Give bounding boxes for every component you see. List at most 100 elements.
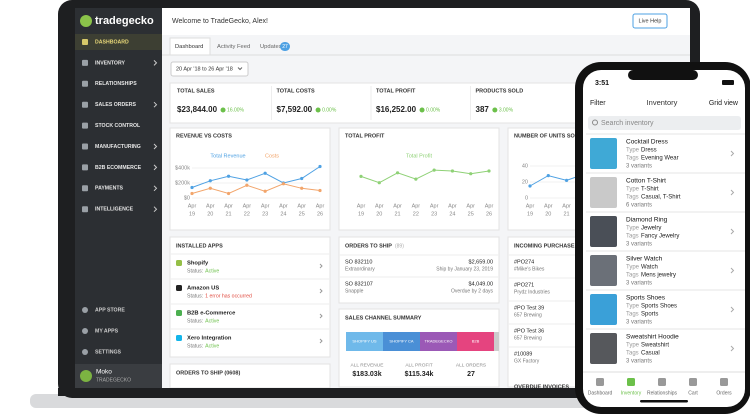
x-tick-month: Apr (357, 203, 366, 209)
menu-item[interactable]: SETTINGS (95, 349, 121, 355)
data-point (263, 171, 267, 175)
type-label: Type (626, 304, 640, 310)
menu-chevron (153, 185, 158, 192)
help-button[interactable] (632, 13, 668, 29)
tab-label[interactable]: Relationships (647, 390, 678, 396)
panel-title: OVERDUE INVOICES (514, 384, 569, 390)
x-tick-month: Apr (448, 203, 457, 209)
menu-icon (82, 122, 88, 129)
data-point (245, 178, 249, 182)
app-name[interactable]: Shopify (187, 261, 209, 267)
x-tick-day: 25 (299, 211, 305, 217)
app-icon (176, 310, 182, 316)
phone-screen (583, 70, 745, 407)
row-chevron (319, 338, 323, 344)
tab-label[interactable]: Cart (688, 390, 698, 396)
menu-item[interactable]: APP STORE (95, 307, 125, 313)
menu-chevron (153, 206, 158, 213)
tab[interactable]: Activity Feed (217, 44, 250, 50)
product-image (590, 333, 617, 364)
product-tags: Evening Wear (641, 156, 679, 162)
po-id[interactable]: #PO274 (514, 259, 534, 265)
menu-chevron (153, 60, 158, 66)
date-range[interactable]: 20 Apr '18 to 26 Apr '18 (176, 66, 233, 72)
menu-item[interactable]: MY APPS (95, 328, 119, 334)
app-name[interactable]: B2B e-Commerce (187, 311, 236, 317)
nav-right[interactable]: Grid view (709, 100, 739, 107)
menu-item[interactable]: PAYMENTS (95, 186, 123, 192)
tab-label[interactable]: Orders (716, 390, 732, 396)
type-label: Type (626, 343, 640, 349)
stat-label: TOTAL PROFIT (376, 88, 416, 94)
help-label[interactable]: Live Help (639, 18, 662, 24)
product-variants: 3 variants (626, 281, 652, 287)
menu-icon (82, 328, 88, 334)
menu-item[interactable]: MANUFACTURING (95, 144, 141, 150)
series-line (191, 166, 321, 188)
app-name[interactable]: Xero Integration (187, 336, 232, 342)
product-name[interactable]: Silver Watch (626, 256, 663, 263)
po-id[interactable]: #10089 (514, 351, 532, 357)
y-tick-label: 0 (525, 195, 528, 201)
menu-item[interactable]: INVENTORY (95, 60, 126, 66)
menu-icon (82, 206, 88, 213)
app-icon (176, 285, 182, 291)
tags-label: Tags (626, 273, 639, 279)
product-name[interactable]: Sweatshirt Hoodie (626, 334, 679, 341)
x-tick-day: 25 (468, 211, 474, 217)
stat-label: TOTAL COSTS (277, 88, 316, 94)
type-label: Type (626, 148, 640, 154)
product-image (590, 138, 617, 169)
channel-label: TRADEGECKO (424, 339, 452, 344)
x-tick-month: Apr (485, 203, 494, 209)
tab-label[interactable]: Inventory (621, 390, 642, 396)
data-point (359, 174, 363, 178)
po-supplier: 657 Brewing (514, 312, 542, 318)
data-point (300, 186, 304, 190)
data-point (208, 186, 212, 190)
product-variants: 3 variants (626, 359, 652, 365)
x-tick-month: Apr (466, 203, 475, 209)
user-company: TRADEGECKO (96, 377, 131, 383)
tab-icon (596, 378, 604, 386)
x-tick-month: Apr (188, 203, 197, 209)
menu-item[interactable]: STOCK CONTROL (95, 123, 141, 129)
product-name[interactable]: Diamond Ring (626, 217, 668, 224)
x-tick-day: 24 (449, 211, 455, 217)
nav-title: Inventory (647, 98, 678, 107)
order-id[interactable]: SO 832110 (345, 259, 372, 265)
tab[interactable]: Dashboard (175, 44, 203, 50)
change-icon (315, 107, 321, 113)
series-line (191, 183, 321, 195)
nav-left[interactable]: Filter (590, 100, 606, 107)
battery (722, 80, 734, 85)
order-id[interactable]: SO 832107 (345, 281, 373, 287)
app-name[interactable]: Amazon US (187, 286, 219, 292)
menu-item[interactable]: B2B ECOMMERCE (95, 165, 142, 171)
x-tick-month: Apr (279, 203, 288, 209)
menu-item[interactable]: DASHBOARD (95, 39, 129, 45)
date-picker[interactable] (170, 61, 249, 77)
y-tick-label: $400k (175, 165, 190, 171)
menu-icon (82, 101, 88, 108)
tab-label[interactable]: Dashboard (588, 390, 613, 396)
po-id[interactable]: #PO Test 39 (514, 305, 544, 311)
menu-item[interactable]: RELATIONSHIPS (95, 81, 137, 87)
po-id[interactable]: #PO271 (514, 282, 534, 288)
product-name[interactable]: Sports Shoes (626, 295, 666, 302)
data-point (281, 182, 286, 186)
product-name[interactable]: Cotton T-Shirt (626, 178, 666, 185)
tab[interactable]: Updates (260, 44, 282, 50)
po-id[interactable]: #PO Test 36 (514, 328, 544, 334)
product-name[interactable]: Cocktail Dress (626, 139, 669, 146)
product-image (590, 177, 617, 208)
legend-entry: Total Revenue (210, 153, 245, 159)
status-label: Status: (187, 293, 203, 299)
row-chevron (319, 288, 323, 294)
menu-item[interactable]: INTELLIGENCE (95, 207, 134, 213)
menu-item[interactable]: SALES ORDERS (95, 102, 136, 108)
search-placeholder[interactable]: Search inventory (601, 120, 654, 127)
data-point (318, 164, 322, 169)
search-box[interactable] (588, 116, 741, 130)
badge-count: 27 (282, 44, 288, 50)
